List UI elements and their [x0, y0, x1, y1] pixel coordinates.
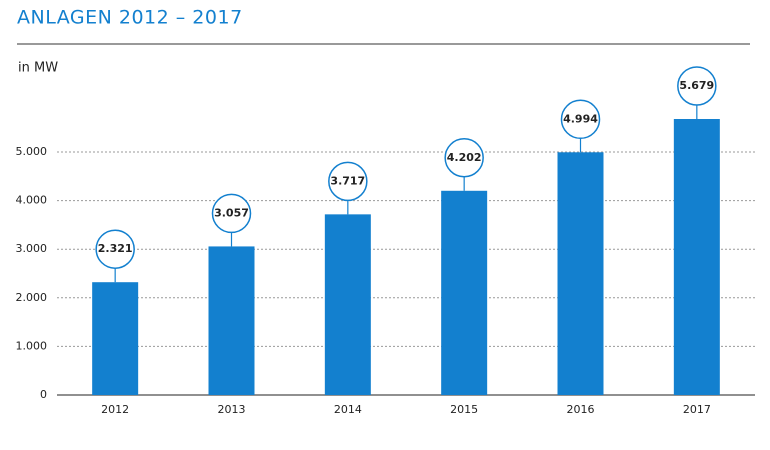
- value-label: 4.202: [447, 151, 482, 164]
- label-circle: [328, 161, 368, 202]
- bar: [324, 214, 371, 395]
- label-circle: [95, 229, 135, 269]
- value-label: 3.057: [214, 206, 249, 219]
- label-circle: [677, 66, 717, 106]
- value-label: 4.994: [563, 112, 598, 125]
- bar: [208, 246, 255, 395]
- chart-title: ANLAGEN 2012 – 2017: [17, 7, 243, 29]
- y-tick-label: 5.000: [16, 145, 48, 158]
- y-tick-label: 4.000: [16, 194, 48, 207]
- value-label: 5.679: [679, 79, 714, 92]
- y-tick-label: 0: [40, 388, 47, 401]
- x-tick-label: 2012: [101, 403, 129, 416]
- x-tick-label: 2016: [567, 403, 595, 416]
- bar: [92, 282, 139, 395]
- label-circle: [560, 99, 601, 140]
- y-tick-label: 1.000: [16, 339, 48, 352]
- bar: [673, 119, 720, 395]
- label-circle: [444, 138, 484, 178]
- bar: [441, 190, 488, 395]
- x-tick-label: 2013: [218, 403, 246, 416]
- x-tick-label: 2017: [683, 403, 711, 416]
- y-tick-label: 2.000: [16, 291, 48, 304]
- y-axis-label: in MW: [18, 61, 58, 76]
- bar: [557, 152, 604, 395]
- value-label: 3.717: [330, 174, 365, 187]
- value-label: 2.321: [98, 242, 133, 255]
- x-tick-label: 2014: [334, 403, 362, 416]
- y-tick-label: 3.000: [16, 242, 48, 255]
- x-tick-label: 2015: [450, 403, 478, 416]
- label-circle: [211, 193, 252, 234]
